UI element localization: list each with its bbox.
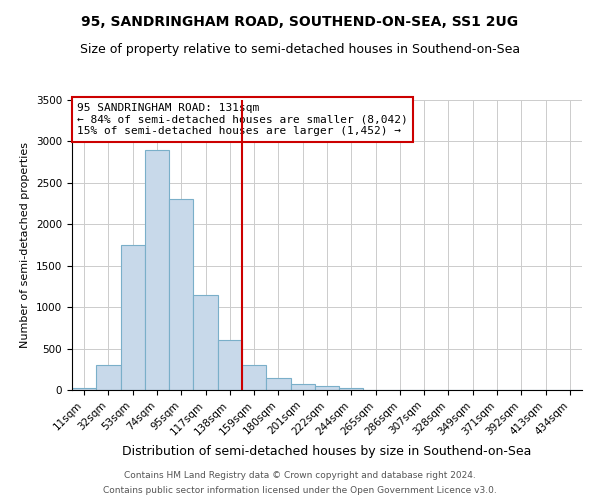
Bar [218, 340, 242, 390]
Text: Contains public sector information licensed under the Open Government Licence v3: Contains public sector information licen… [103, 486, 497, 495]
Bar [290, 384, 315, 390]
Y-axis label: Number of semi-detached properties: Number of semi-detached properties [20, 142, 31, 348]
Text: Contains HM Land Registry data © Crown copyright and database right 2024.: Contains HM Land Registry data © Crown c… [124, 471, 476, 480]
Bar [193, 294, 218, 390]
Text: 95 SANDRINGHAM ROAD: 131sqm
← 84% of semi-detached houses are smaller (8,042)
15: 95 SANDRINGHAM ROAD: 131sqm ← 84% of sem… [77, 103, 408, 136]
X-axis label: Distribution of semi-detached houses by size in Southend-on-Sea: Distribution of semi-detached houses by … [122, 445, 532, 458]
Bar [121, 245, 145, 390]
Bar [242, 365, 266, 390]
Bar [339, 388, 364, 390]
Text: 95, SANDRINGHAM ROAD, SOUTHEND-ON-SEA, SS1 2UG: 95, SANDRINGHAM ROAD, SOUTHEND-ON-SEA, S… [82, 15, 518, 29]
Bar [145, 150, 169, 390]
Bar [169, 200, 193, 390]
Bar [72, 388, 96, 390]
Bar [315, 386, 339, 390]
Text: Size of property relative to semi-detached houses in Southend-on-Sea: Size of property relative to semi-detach… [80, 42, 520, 56]
Bar [266, 378, 290, 390]
Bar [96, 365, 121, 390]
